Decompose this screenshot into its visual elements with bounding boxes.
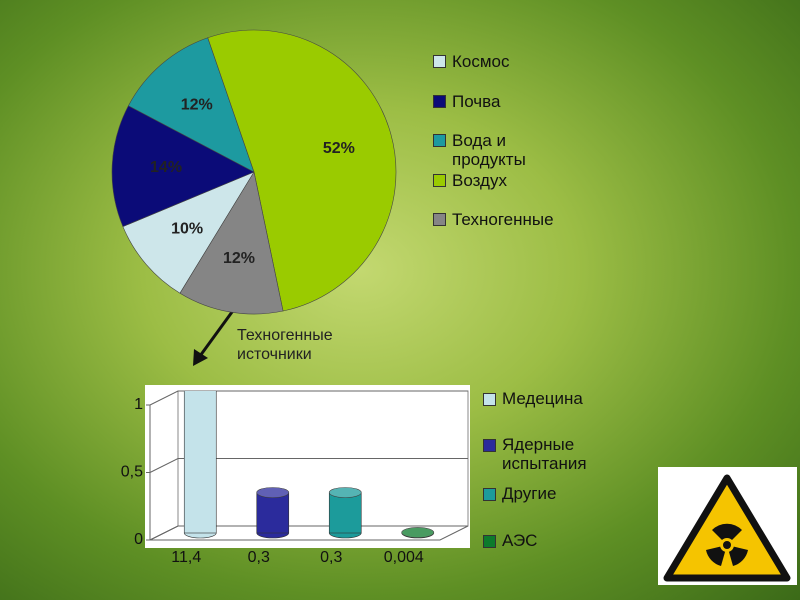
slice-label: 12% xyxy=(181,96,213,113)
pie-slice xyxy=(127,37,255,173)
grid-line xyxy=(149,458,468,473)
bars xyxy=(183,391,435,539)
bar xyxy=(256,487,290,539)
slice-label: 12% xyxy=(223,250,255,267)
grid-line xyxy=(149,525,468,541)
x-tick-label: 0,3 xyxy=(248,549,270,566)
legend-swatch xyxy=(433,213,446,226)
pie-slice xyxy=(122,171,255,294)
pie-slice xyxy=(179,171,284,315)
slice-label: 52% xyxy=(323,140,355,157)
legend-label: Вода и продукты xyxy=(452,131,526,169)
bar-body xyxy=(328,492,362,534)
bar-body xyxy=(183,391,217,534)
bar xyxy=(401,527,435,539)
bar-body xyxy=(256,492,290,534)
y-tick-label: 0 xyxy=(134,531,143,548)
pie-slice xyxy=(207,29,397,312)
legend-label: Ядерные испытания xyxy=(502,435,587,473)
annotation: Техногенные источники xyxy=(237,327,333,363)
legend-label: Другие xyxy=(502,484,557,503)
pie-slice xyxy=(111,105,255,227)
x-tick-label: 0,004 xyxy=(384,549,424,566)
legend-swatch xyxy=(483,393,496,406)
legend-swatch xyxy=(483,439,496,452)
legend-swatch xyxy=(433,55,446,68)
legend-label: АЭС xyxy=(502,531,538,550)
bar-top-shade xyxy=(401,527,434,538)
bar-top xyxy=(328,487,362,498)
legend-swatch xyxy=(433,94,446,108)
legend-label: Почва xyxy=(452,91,501,111)
x-tick-label: 0,3 xyxy=(320,549,342,566)
bar-top-shade xyxy=(256,487,289,498)
slice-label: 10% xyxy=(171,221,203,238)
legend-label: Техногенные xyxy=(452,210,554,229)
bar-top xyxy=(256,487,290,498)
legend-label: Космос xyxy=(452,52,510,71)
bar-top-shade xyxy=(329,487,362,498)
bar-top xyxy=(401,527,435,538)
legend-swatch xyxy=(483,488,496,501)
legend-swatch xyxy=(433,134,446,147)
slice-label: 14% xyxy=(150,159,182,176)
legend-label: Медецина xyxy=(502,389,583,408)
x-tick-label: 11,4 xyxy=(171,549,201,566)
radiation-sign xyxy=(658,467,797,585)
arrow-head xyxy=(193,349,208,366)
y-tick-label: 0,5 xyxy=(121,464,143,481)
bar xyxy=(183,391,217,539)
y-tick-label: 1 xyxy=(134,396,143,413)
grid-line xyxy=(149,390,468,406)
legend-label: Воздух xyxy=(452,170,507,190)
legend-swatch xyxy=(433,173,446,187)
legend-swatch xyxy=(483,535,496,548)
bar xyxy=(328,487,362,539)
